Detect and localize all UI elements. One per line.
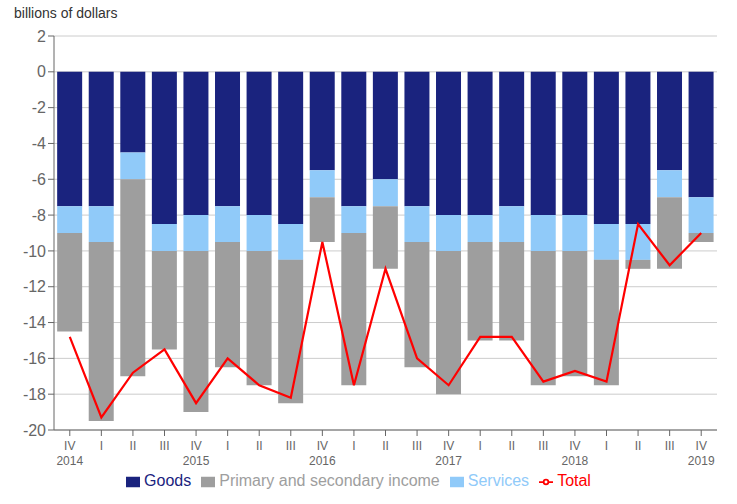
svg-text:-6: -6 xyxy=(32,171,46,188)
svg-text:III: III xyxy=(538,439,548,453)
html-text:Primary and secondary income: Primary and secondary income xyxy=(219,472,440,489)
svg-text:I: I xyxy=(226,439,229,453)
svg-text:IV2014: IV2014 xyxy=(56,439,83,468)
svg-text:III: III xyxy=(665,439,675,453)
svg-text:II: II xyxy=(130,439,137,453)
svg-text:-10: -10 xyxy=(23,243,46,260)
svg-text:I: I xyxy=(479,439,482,453)
svg-text:III: III xyxy=(286,439,296,453)
svg-text:-8: -8 xyxy=(32,207,46,224)
svg-text:0: 0 xyxy=(37,63,46,80)
html-text:Goods: Goods xyxy=(144,472,192,489)
svg-text:2: 2 xyxy=(37,28,46,45)
svg-text:III: III xyxy=(159,439,169,453)
svg-text:IV2015: IV2015 xyxy=(183,439,210,468)
svg-text:II: II xyxy=(508,439,515,453)
svg-text:-20: -20 xyxy=(23,422,46,439)
svg-text:-2: -2 xyxy=(32,99,46,116)
svg-text:-16: -16 xyxy=(23,350,46,367)
svg-text:IV2019: IV2019 xyxy=(688,439,715,468)
svg-text:II: II xyxy=(635,439,642,453)
svg-text:I: I xyxy=(352,439,355,453)
svg-text:I: I xyxy=(605,439,608,453)
html-text:Services: Services xyxy=(467,472,530,489)
svg-text:IV2016: IV2016 xyxy=(309,439,336,468)
svg-text:II: II xyxy=(382,439,389,453)
svg-text:-14: -14 xyxy=(23,314,46,331)
html-text:billions of dollars: billions of dollars xyxy=(14,5,118,21)
svg-text:III: III xyxy=(412,439,422,453)
html-text:Total: Total xyxy=(557,472,591,489)
svg-text:-12: -12 xyxy=(23,278,46,295)
svg-text:-18: -18 xyxy=(23,386,46,403)
svg-text:IV2017: IV2017 xyxy=(435,439,462,468)
svg-text:IV2018: IV2018 xyxy=(562,439,589,468)
svg-text:I: I xyxy=(100,439,103,453)
svg-text:II: II xyxy=(256,439,263,453)
svg-text:-4: -4 xyxy=(32,135,46,152)
